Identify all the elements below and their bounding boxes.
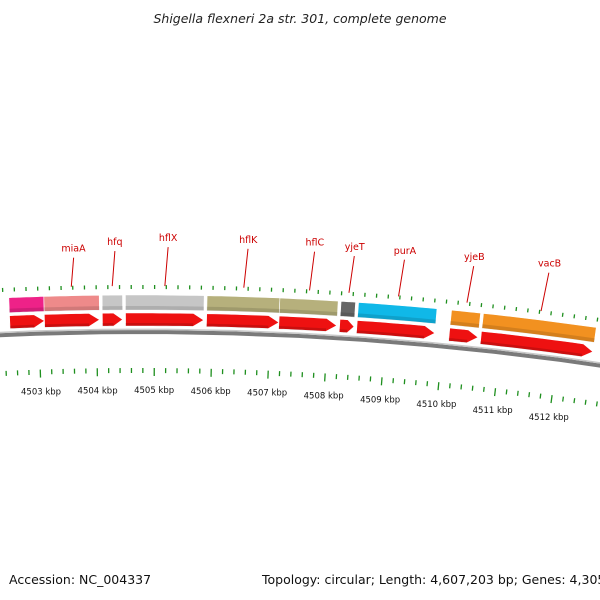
minor-tick <box>584 399 587 405</box>
kbp-label: 4504 kbp <box>78 386 118 396</box>
cds-arrow <box>101 312 124 327</box>
gene-label-hflK: hflK <box>239 235 258 246</box>
cds-arrow <box>338 319 355 333</box>
upper-tick <box>550 311 553 316</box>
gene-shadow <box>340 312 355 318</box>
minor-tick <box>595 401 598 407</box>
gene-shadow <box>279 309 338 317</box>
gene-feature <box>43 295 100 312</box>
minor-tick <box>505 389 508 395</box>
gene-feature <box>278 297 339 317</box>
tick-marks-layer <box>1 285 599 407</box>
cds-arrow <box>9 314 46 329</box>
gene-leader-line <box>164 247 169 287</box>
gene-shadow <box>102 306 123 311</box>
gene-shadow <box>450 321 480 328</box>
backbone-layer <box>0 328 600 368</box>
gene-feature <box>125 294 205 311</box>
cds-arrow <box>448 327 479 344</box>
gene-leader-line <box>398 259 405 297</box>
cds-shadow <box>125 323 194 327</box>
cds-arrow <box>125 312 205 327</box>
gene-leader-line <box>466 266 475 303</box>
cds-shadow <box>206 323 269 329</box>
gene-track-layer <box>8 294 597 343</box>
minor-tick <box>471 385 474 391</box>
cds-shadow <box>356 330 425 339</box>
upper-tick <box>561 312 564 317</box>
cds-shadow <box>102 323 114 327</box>
cds-arrow <box>206 313 280 329</box>
minor-tick <box>528 392 531 398</box>
cds-shadow <box>339 329 348 333</box>
gene-label-vacB: vacB <box>538 259 561 270</box>
gene-shadow <box>357 313 436 324</box>
gene-label-hflX: hflX <box>159 233 178 244</box>
gene-label-miaA: miaA <box>61 244 86 255</box>
gene-feature <box>449 309 481 329</box>
gene-feature <box>481 313 597 343</box>
minor-tick <box>482 386 485 392</box>
cds-shadow <box>44 323 90 328</box>
gene-leader-line <box>540 272 550 312</box>
gene-label-hflC: hflC <box>306 238 325 249</box>
minor-tick <box>562 396 565 402</box>
gene-shadow <box>9 307 45 313</box>
gene-label-yjeT: yjeT <box>345 242 365 253</box>
cds-arrow <box>479 330 594 358</box>
gene-leader-line <box>111 251 116 287</box>
gene-label-purA: purA <box>394 246 417 257</box>
gene-shadow <box>481 324 595 343</box>
cds-shadow <box>448 338 468 343</box>
accession-text: Accession: NC_004337 <box>9 572 152 587</box>
cds-shadow <box>480 341 582 357</box>
cds-shadow <box>278 326 327 332</box>
gene-shadow <box>206 306 280 313</box>
kbp-label: 4508 kbp <box>304 391 344 401</box>
minor-tick <box>460 384 463 390</box>
gene-label-hfq: hfq <box>107 237 122 248</box>
genome-title: Shigella flexneri 2a str. 301, complete … <box>153 11 446 26</box>
major-tick <box>437 382 440 391</box>
major-tick <box>550 395 553 404</box>
cds-arrow <box>278 315 338 332</box>
gene-shadow <box>44 306 100 312</box>
cds-arrow <box>43 313 101 328</box>
minor-tick <box>573 398 576 404</box>
gene-leader-line <box>243 248 249 288</box>
minor-tick <box>539 393 542 399</box>
gene-feature <box>357 302 438 325</box>
kbp-label: 4509 kbp <box>360 395 400 405</box>
major-tick <box>493 388 497 397</box>
upper-tick <box>596 317 599 322</box>
gene-leader-line <box>309 251 316 291</box>
cds-arrow <box>356 320 436 340</box>
gene-shadow <box>125 306 204 311</box>
kbp-label: 4511 kbp <box>473 406 513 416</box>
gene-labels-layer: miaA hfq hflX hflK hflC yjeT purA yjeB vacB <box>61 233 561 312</box>
kbp-label: 4503 kbp <box>21 388 61 398</box>
kbp-label: 4506 kbp <box>191 387 231 397</box>
genome-summary-text: Topology: circular; Length: 4,607,203 bp… <box>262 572 600 587</box>
gene-label-yjeB: yjeB <box>464 252 485 263</box>
gene-feature <box>101 294 123 311</box>
gene-leader-line <box>70 257 75 287</box>
kbp-label: 4512 kbp <box>529 413 569 423</box>
backbone-line <box>0 330 600 368</box>
cds-shadow <box>9 324 35 329</box>
kbp-scale-layer: 4503 kbp 4504 kbp 4505 kbp 4506 kbp 4507 kbp… <box>21 386 569 423</box>
major-tick <box>380 377 383 386</box>
gene-feature <box>339 300 356 318</box>
kbp-label: 4507 kbp <box>247 389 287 399</box>
minor-tick <box>516 390 519 396</box>
cds-track-layer <box>9 312 594 358</box>
kbp-label: 4510 kbp <box>416 400 456 410</box>
gene-leader-line <box>348 255 355 293</box>
upper-tick <box>584 315 587 321</box>
kbp-label: 4505 kbp <box>134 386 174 396</box>
upper-tick <box>573 314 576 319</box>
